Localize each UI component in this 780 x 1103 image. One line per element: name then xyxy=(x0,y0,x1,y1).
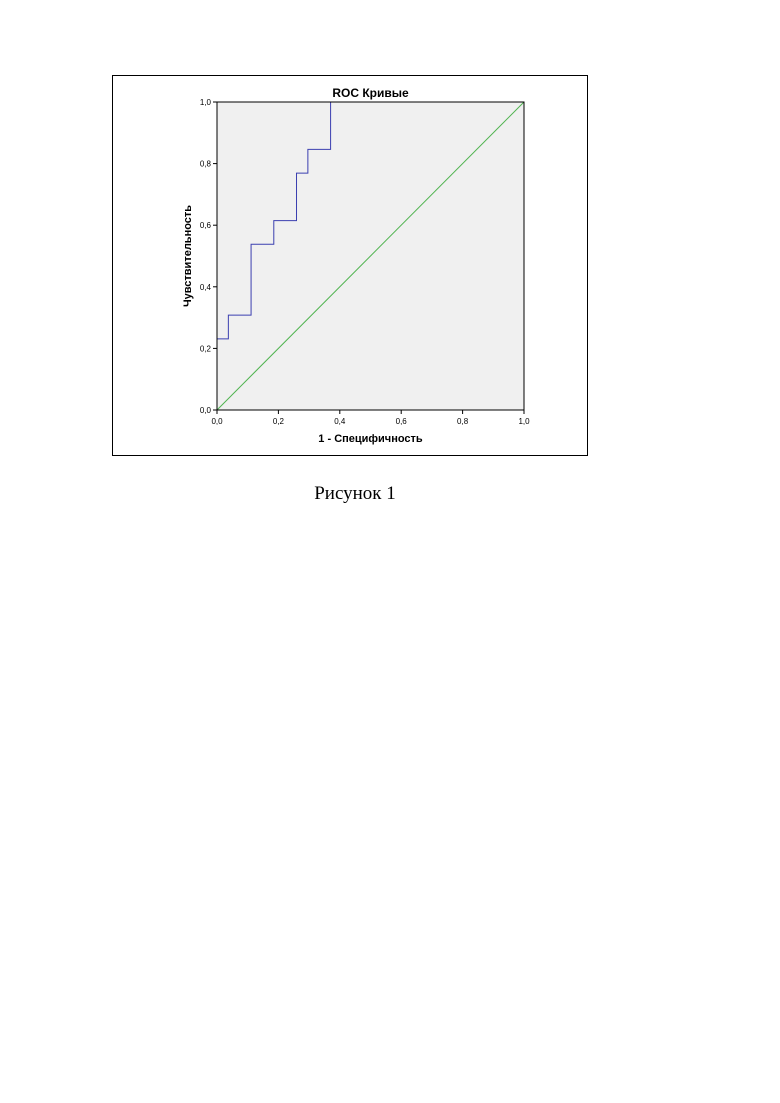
roc-chart-svg: ROC Кривые 1 - Специфичность Чувствитель… xyxy=(113,76,587,455)
y-tick-label: 0,0 xyxy=(200,406,212,415)
y-tick-label: 1,0 xyxy=(200,98,212,107)
figure-caption: Рисунок 1 xyxy=(0,483,710,505)
chart-title: ROC Кривые xyxy=(332,86,409,100)
y-tick-label: 0,6 xyxy=(200,221,212,230)
y-axis: 0,0 0,2 0,4 0,6 0,8 1,0 xyxy=(200,98,217,415)
x-tick-label: 0,0 xyxy=(211,417,223,426)
y-tick-label: 0,4 xyxy=(200,283,212,292)
y-tick-label: 0,2 xyxy=(200,344,212,353)
x-tick-label: 0,6 xyxy=(396,417,408,426)
x-tick-label: 0,8 xyxy=(457,417,469,426)
y-tick-label: 0,8 xyxy=(200,160,212,169)
x-axis-title: 1 - Специфичность xyxy=(318,433,423,445)
x-tick-label: 0,4 xyxy=(334,417,346,426)
y-axis-title: Чувствительность xyxy=(182,205,194,307)
x-tick-label: 1,0 xyxy=(518,417,530,426)
x-axis: 0,0 0,2 0,4 0,6 0,8 1,0 xyxy=(211,410,530,426)
roc-chart: ROC Кривые 1 - Специфичность Чувствитель… xyxy=(112,75,588,456)
x-tick-label: 0,2 xyxy=(273,417,285,426)
